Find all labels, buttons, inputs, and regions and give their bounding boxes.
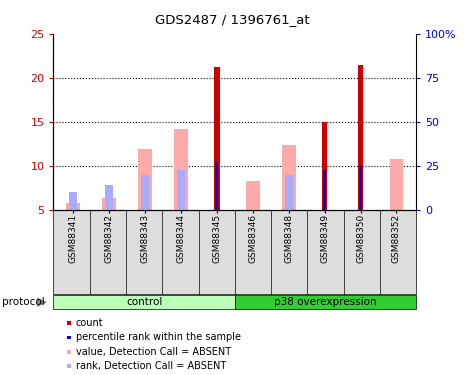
- Bar: [322, 122, 327, 210]
- Bar: [359, 166, 362, 210]
- Text: count: count: [76, 318, 103, 328]
- Text: GDS2487 / 1396761_at: GDS2487 / 1396761_at: [155, 13, 310, 26]
- Bar: [285, 175, 292, 210]
- Bar: [141, 175, 149, 210]
- Bar: [66, 203, 80, 210]
- Bar: [102, 198, 116, 210]
- Text: protocol: protocol: [2, 297, 45, 307]
- Bar: [138, 149, 152, 210]
- Bar: [174, 129, 188, 210]
- Text: percentile rank within the sample: percentile rank within the sample: [76, 333, 241, 342]
- Text: rank, Detection Call = ABSENT: rank, Detection Call = ABSENT: [76, 361, 226, 371]
- Text: control: control: [126, 297, 162, 307]
- Bar: [246, 181, 259, 210]
- Bar: [105, 185, 113, 210]
- Bar: [214, 67, 219, 210]
- Text: p38 overexpression: p38 overexpression: [274, 297, 377, 307]
- Bar: [390, 159, 403, 210]
- Bar: [323, 170, 326, 210]
- Bar: [215, 162, 219, 210]
- Bar: [358, 64, 363, 210]
- Bar: [282, 145, 296, 210]
- Bar: [69, 192, 77, 210]
- Text: value, Detection Call = ABSENT: value, Detection Call = ABSENT: [76, 347, 231, 357]
- Bar: [177, 170, 185, 210]
